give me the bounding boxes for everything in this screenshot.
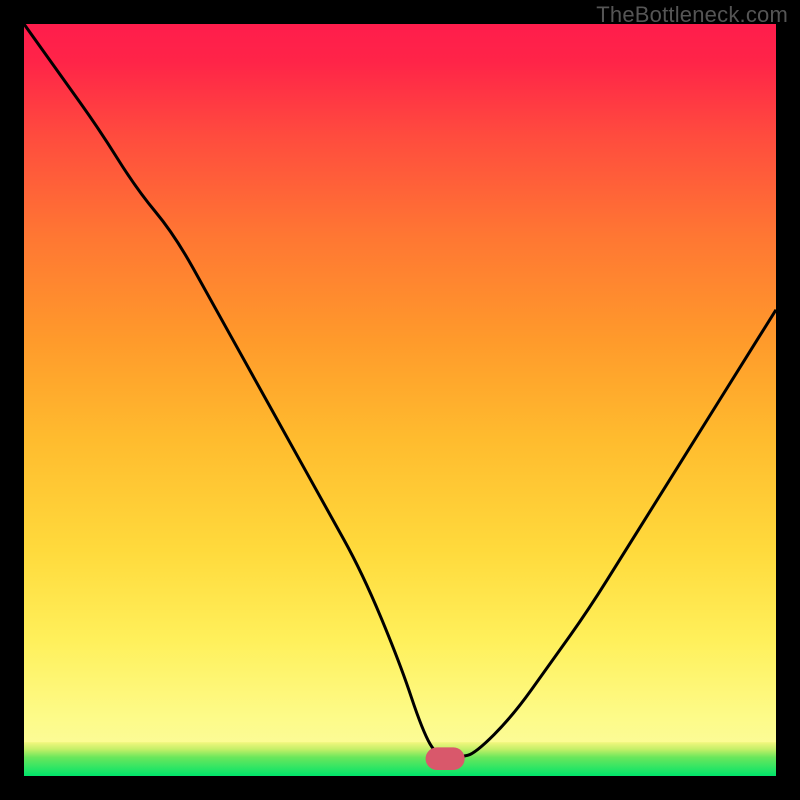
plot-area xyxy=(24,24,776,776)
chart-svg xyxy=(24,24,776,776)
watermark-text: TheBottleneck.com xyxy=(596,2,788,28)
bottom-band xyxy=(24,742,776,776)
chart-frame: TheBottleneck.com xyxy=(0,0,800,800)
minimum-marker xyxy=(426,747,465,770)
